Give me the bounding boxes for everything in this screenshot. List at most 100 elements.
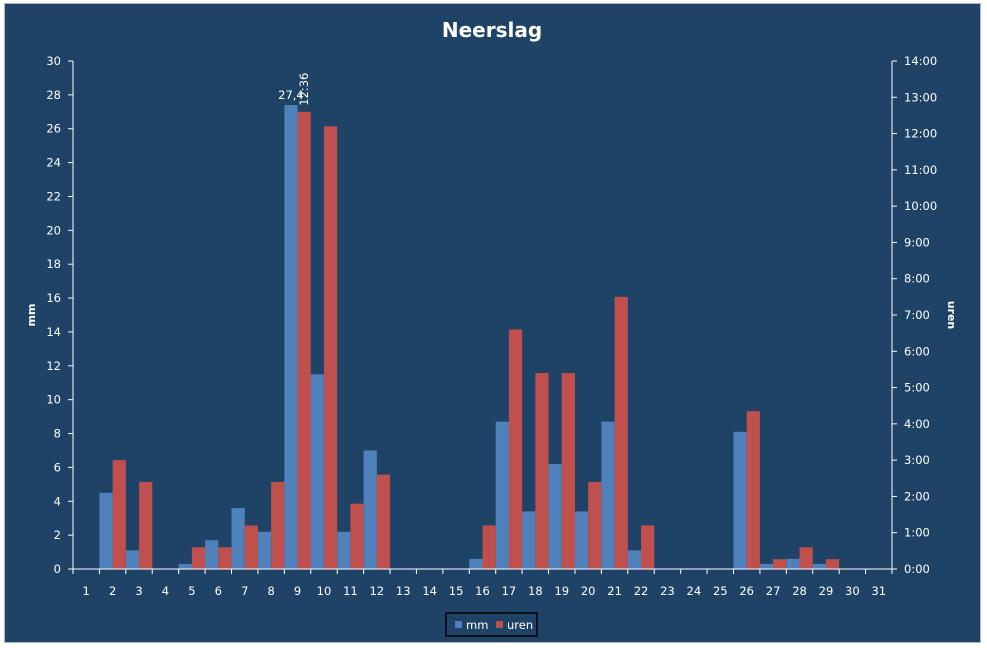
x-tick-label: 2	[109, 584, 116, 598]
bar-uren-16	[482, 525, 496, 569]
bar-mm-5	[178, 563, 192, 569]
bar-mm-2	[99, 492, 113, 569]
data-label-uren-9: 12:36	[297, 73, 311, 106]
x-tick-label: 27	[766, 584, 781, 598]
x-tick-label: 28	[792, 584, 807, 598]
bar-mm-21	[601, 421, 615, 569]
x-tick-label: 14	[422, 584, 437, 598]
x-tick-label: 29	[819, 584, 834, 598]
x-tick-label: 13	[396, 584, 411, 598]
x-tick-label: 21	[607, 584, 622, 598]
x-tick-label: 11	[343, 584, 358, 598]
bar-mm-9	[284, 105, 298, 569]
y2-tick-label: 10:00	[904, 199, 937, 213]
legend-label-uren: uren	[507, 618, 533, 632]
bar-uren-12	[376, 474, 391, 569]
y2-tick-label: 12:00	[904, 127, 937, 141]
y-tick-label: 24	[46, 156, 61, 170]
bar-mm-20	[574, 511, 589, 569]
bar-uren-9	[297, 111, 311, 570]
bar-mm-17	[495, 421, 509, 569]
x-tick-label: 3	[135, 584, 142, 598]
x-tick-label: 6	[215, 584, 222, 598]
y2-tick-label: 9:00	[904, 235, 930, 249]
bar-mm-29	[812, 563, 826, 569]
bar-uren-2	[112, 460, 126, 569]
bar-uren-29	[825, 559, 840, 569]
bar-mm-18	[522, 511, 536, 569]
bar-uren-28	[799, 547, 813, 569]
legend: mm uren	[445, 612, 538, 637]
x-tick-label: 8	[267, 584, 274, 598]
legend-box	[445, 612, 538, 637]
y-tick-label: 30	[46, 54, 61, 68]
bar-mm-12	[363, 450, 377, 569]
y-tick-label: 18	[46, 257, 61, 271]
y-tick-label: 22	[46, 189, 61, 203]
x-tick-label: 30	[845, 584, 860, 598]
y2-axis-label: uren	[945, 301, 958, 330]
y2-tick-label: 3:00	[904, 453, 930, 467]
bar-uren-8	[271, 481, 285, 569]
bar-mm-6	[205, 540, 219, 569]
bar-uren-21	[614, 296, 628, 569]
x-tick-label: 15	[449, 584, 464, 598]
x-tick-label: 31	[871, 584, 886, 598]
x-tick-label: 4	[162, 584, 169, 598]
x-tick-label: 24	[687, 584, 702, 598]
x-tick-label: 22	[634, 584, 649, 598]
y2-tick-label: 11:00	[904, 163, 937, 177]
bar-mm-28	[786, 558, 800, 569]
bar-uren-17	[508, 329, 523, 569]
bar-mm-26	[733, 431, 747, 569]
y2-tick-label: 14:00	[904, 54, 937, 68]
y2-tick-label: 1:00	[904, 526, 930, 540]
bar-mm-7	[231, 508, 245, 569]
x-tick-label: 7	[241, 584, 248, 598]
y-tick-label: 8	[54, 427, 61, 441]
legend-swatch-mm	[455, 621, 462, 628]
y-axis-label: mm	[25, 304, 38, 327]
bar-mm-19	[548, 464, 562, 569]
bar-mm-8	[257, 531, 272, 569]
bar-mm-11	[337, 531, 351, 569]
bar-uren-11	[350, 503, 364, 569]
chart-title: Neerslag	[442, 18, 542, 42]
y-tick-label: 6	[54, 460, 61, 474]
y-tick-label: 14	[46, 325, 61, 339]
y-tick-label: 26	[46, 122, 61, 136]
y-tick-label: 2	[54, 528, 61, 542]
y2-tick-label: 13:00	[904, 90, 937, 104]
bar-mm-27	[759, 563, 774, 569]
y-tick-label: 20	[46, 223, 61, 237]
y-tick-label: 12	[46, 359, 61, 373]
bar-uren-5	[191, 547, 206, 569]
bar-uren-19	[561, 373, 575, 569]
x-tick-label: 25	[713, 584, 728, 598]
x-tick-label: 9	[294, 584, 301, 598]
x-tick-label: 26	[739, 584, 754, 598]
bar-uren-6	[218, 547, 232, 569]
x-tick-label: 23	[660, 584, 675, 598]
bar-mm-10	[310, 374, 324, 569]
y-tick-label: 16	[46, 291, 61, 305]
bar-mm-3	[125, 550, 140, 569]
data-label-mm-9: 27,4	[278, 88, 304, 102]
y2-tick-label: 2:00	[904, 489, 930, 503]
y-tick-label: 28	[46, 88, 61, 102]
y2-tick-label: 6:00	[904, 344, 930, 358]
x-tick-label: 19	[554, 584, 569, 598]
legend-swatch-uren	[496, 621, 503, 628]
x-tick-label: 20	[581, 584, 596, 598]
bar-uren-3	[139, 481, 153, 569]
x-tick-label: 17	[502, 584, 517, 598]
y2-tick-label: 5:00	[904, 381, 930, 395]
y-tick-label: 10	[46, 393, 61, 407]
x-tick-label: 1	[83, 584, 90, 598]
plot-area: 0246810121416182022242628300:001:002:003…	[46, 54, 937, 598]
bar-uren-22	[641, 525, 655, 569]
x-tick-label: 12	[369, 584, 384, 598]
x-tick-label: 5	[188, 584, 195, 598]
bar-uren-27	[773, 559, 787, 569]
y2-tick-label: 0:00	[904, 562, 930, 576]
